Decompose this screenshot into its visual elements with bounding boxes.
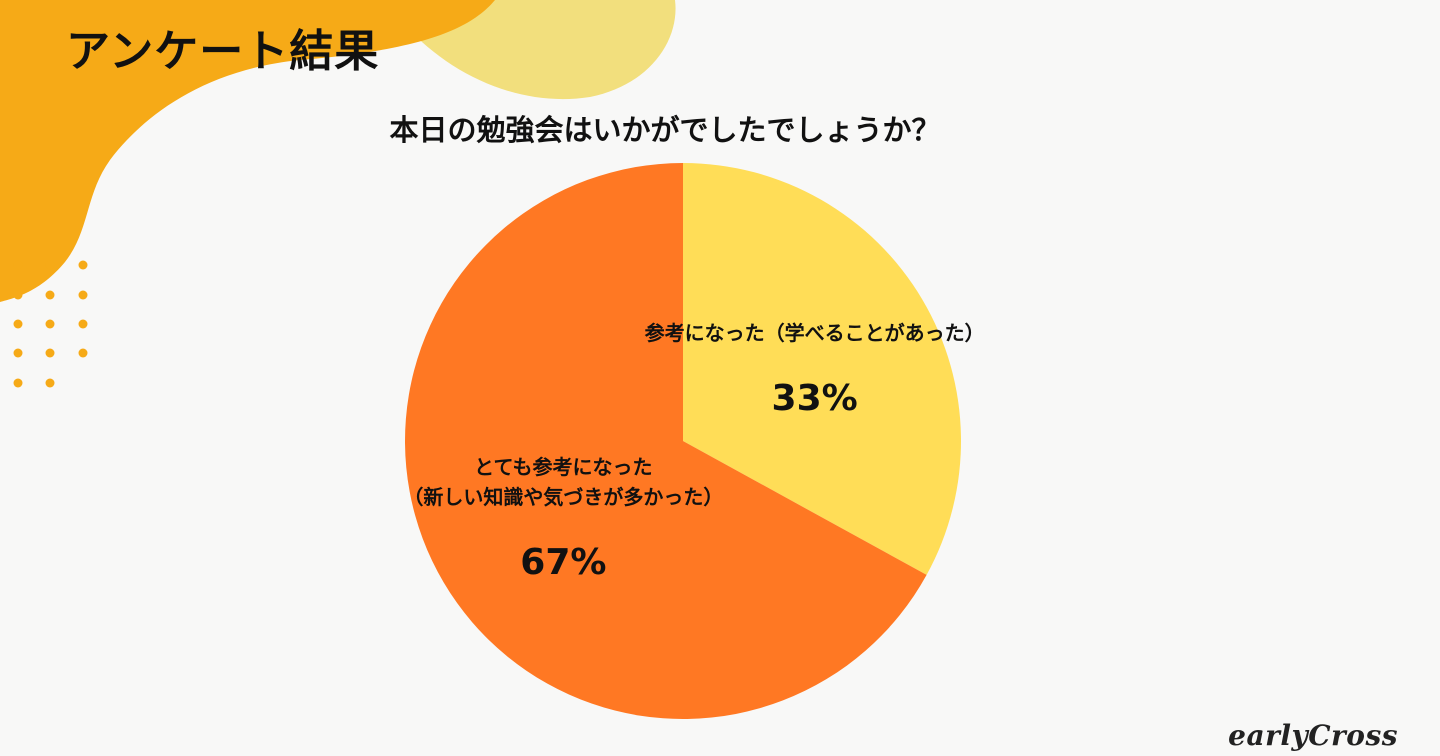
- yellow-blob: [395, 0, 676, 100]
- decor-dot: [45, 378, 55, 388]
- orange-blob: [0, 0, 495, 302]
- dot-grid: [13, 260, 88, 388]
- decor-dot: [13, 319, 23, 329]
- slice-label-group: 参考になった（学べることがあった） 33%: [645, 321, 985, 419]
- decor-dot: [45, 319, 55, 329]
- decor-dot: [45, 290, 55, 300]
- decor-dot: [13, 378, 23, 388]
- decor-dot: [78, 260, 88, 270]
- slice-value-label: 67%: [520, 542, 606, 583]
- decor-dot: [78, 290, 88, 300]
- decor-dot: [45, 260, 55, 270]
- slice-category-label: 参考になった（学べることがあった）: [645, 321, 985, 345]
- decor-dot: [78, 348, 88, 358]
- decor-dot: [13, 348, 23, 358]
- slice-label-group: とても参考になった（新しい知識や気づきが多かった） 67%: [403, 455, 723, 583]
- slice-value-label: 33%: [772, 378, 858, 419]
- pie-slice: [683, 163, 962, 575]
- brand-logo: earlyCross: [1228, 719, 1398, 752]
- page-title: アンケート結果: [66, 26, 380, 77]
- decor-dot: [45, 348, 55, 358]
- decor-dot: [13, 290, 23, 300]
- decor-dot: [13, 260, 23, 270]
- decor-dot: [78, 319, 88, 329]
- chart-title: 本日の勉強会はいかがでしたでしょうか？: [389, 113, 941, 147]
- slice-category-label: とても参考になった（新しい知識や気づきが多かった）: [403, 455, 723, 509]
- pie-slice: [405, 163, 927, 720]
